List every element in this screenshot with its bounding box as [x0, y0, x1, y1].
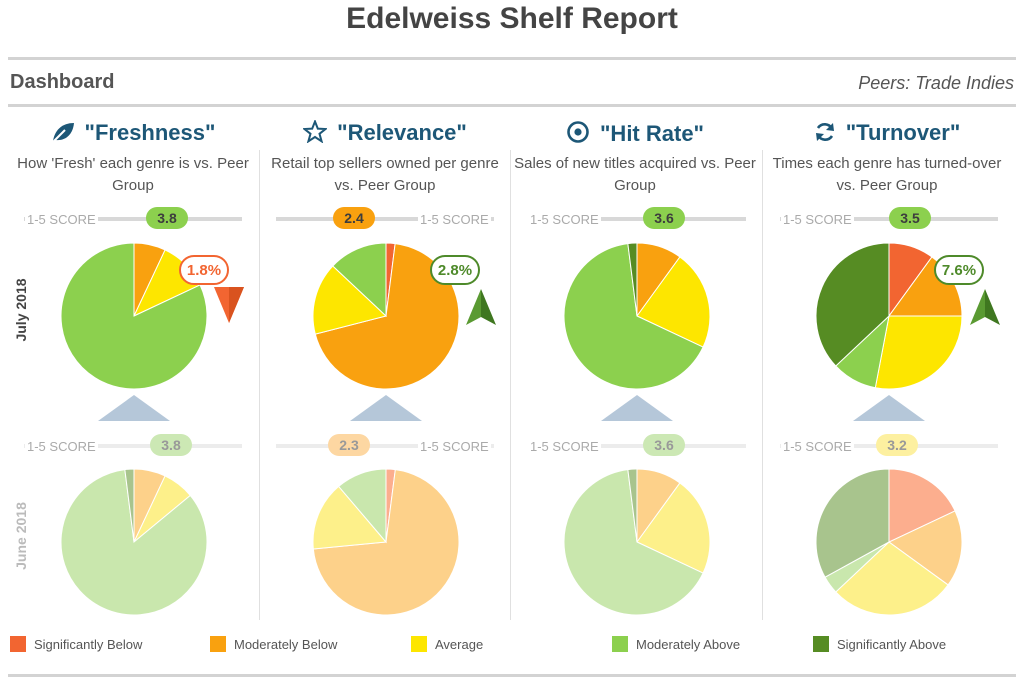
pie-slice-sig-above: [124, 468, 135, 543]
pie-slice-average: [835, 541, 949, 616]
score-label: 1-5 SCORE: [25, 439, 98, 454]
legend-label: Average: [435, 637, 484, 652]
score-bar: [528, 444, 746, 448]
pie-slice-average: [874, 315, 963, 390]
score-label: 1-5 SCORE: [528, 212, 601, 227]
pie-slice-mod-above: [60, 469, 208, 616]
score-pill: 3.8: [150, 434, 192, 456]
trend-down-arrow-icon: [214, 287, 244, 323]
legend-swatch: [813, 636, 829, 652]
score-label: 1-5 SCORE: [781, 439, 854, 454]
legend-label: Significantly Above: [837, 637, 947, 652]
legend-label: Moderately Below: [234, 637, 338, 652]
period-comparison-marker-icon: [601, 395, 673, 421]
peer-group-label: Peers: Trade Indies: [858, 73, 1014, 93]
legend-item-moderately-above: Moderately Above: [612, 636, 740, 652]
footer-divider: [8, 674, 1016, 677]
pie-chart-hit-rate-july: [563, 242, 711, 390]
metric-header-freshness: "Freshness": [8, 120, 258, 146]
target-icon: [567, 121, 589, 143]
column-divider: [259, 150, 260, 620]
star-icon: [301, 118, 329, 144]
pie-slice-sig-above: [815, 242, 890, 367]
score-label: 1-5 SCORE: [25, 212, 98, 227]
dashboard-heading: Dashboard: [10, 71, 115, 93]
metric-title: "Freshness": [84, 120, 216, 145]
pie-slice-mod-above: [563, 469, 704, 616]
period-label-current: July 2018: [13, 278, 29, 342]
metric-header-turnover: "Turnover": [762, 120, 1012, 146]
legend-label: Significantly Below: [34, 637, 143, 652]
legend-swatch: [612, 636, 628, 652]
period-comparison-marker-icon: [98, 395, 170, 421]
trend-up-arrow-icon: [970, 289, 1000, 325]
score-pill: 3.6: [643, 207, 685, 229]
score-pill: 2.4: [333, 207, 375, 229]
title-divider: [8, 57, 1016, 60]
metric-header-relevance: "Relevance": [260, 118, 510, 146]
score-label: 1-5 SCORE: [528, 439, 601, 454]
pie-slice-mod-above: [332, 242, 387, 318]
trend-up-arrow-icon: [466, 289, 496, 325]
pie-slice-sig-below: [888, 468, 956, 543]
score-pill: 3.8: [146, 207, 188, 229]
dashboard-divider: [8, 104, 1016, 107]
column-divider: [510, 150, 511, 620]
metric-header-hit-rate: "Hit Rate": [510, 120, 760, 147]
metric-title: "Relevance": [337, 120, 467, 145]
score-label: 1-5 SCORE: [418, 212, 491, 227]
period-comparison-marker-icon: [350, 395, 422, 421]
legend-item-significantly-below: Significantly Below: [10, 636, 142, 652]
legend-swatch: [411, 636, 427, 652]
metric-title: "Turnover": [845, 120, 961, 145]
period-label-prior: June 2018: [13, 502, 29, 570]
change-badge: 2.8%: [430, 255, 480, 285]
pie-slice-mod-below: [888, 510, 963, 586]
score-pill: 3.2: [876, 434, 918, 456]
pie-slice-sig-above: [627, 242, 638, 317]
score-label: 1-5 SCORE: [418, 439, 491, 454]
pie-slice-mod-above: [60, 242, 208, 390]
legend-label: Moderately Above: [636, 637, 741, 652]
metric-description: Sales of new titles acquired vs. Peer Gr…: [514, 155, 756, 194]
legend-swatch: [210, 636, 226, 652]
pie-slice-sig-above: [627, 468, 638, 543]
change-badge: 1.8%: [179, 255, 229, 285]
metric-description: Retail top sellers owned per genre vs. P…: [271, 155, 499, 194]
pie-slice-mod-above: [337, 468, 387, 544]
metric-description: How 'Fresh' each genre is vs. Peer Group: [17, 155, 249, 194]
metric-title: "Hit Rate": [600, 121, 704, 146]
score-pill: 2.3: [328, 434, 370, 456]
refresh-icon: [815, 123, 834, 141]
legend-swatch: [10, 636, 26, 652]
period-comparison-marker-icon: [853, 395, 925, 421]
pie-slice-average: [312, 485, 388, 550]
score-bar: [276, 444, 494, 448]
score-bar: [276, 217, 494, 221]
column-divider: [762, 150, 763, 620]
score-bar: [24, 444, 242, 448]
pie-chart-freshness-june: [60, 468, 208, 616]
score-bar: [528, 217, 746, 221]
pie-chart-turnover-june: [815, 468, 963, 616]
change-badge: 7.6%: [934, 255, 984, 285]
metric-description: Times each genre has turned-over vs. Pee…: [772, 155, 1002, 194]
score-pill: 3.6: [643, 434, 685, 456]
pie-chart-hit-rate-june: [563, 468, 711, 616]
legend-item-moderately-below: Moderately Below: [210, 636, 337, 652]
pie-slice-mod-above: [563, 243, 704, 390]
pie-chart-relevance-june: [312, 468, 460, 616]
legend-item-significantly-above: Significantly Above: [813, 636, 946, 652]
pie-slice-sig-above: [815, 468, 890, 578]
legend-item-average: Average: [411, 636, 483, 652]
report-title: Edelweiss Shelf Report: [346, 2, 678, 35]
score-label: 1-5 SCORE: [781, 212, 854, 227]
pie-chart-relevance-july: [312, 242, 460, 390]
pie-slice-average: [312, 265, 388, 335]
score-bar: [24, 217, 242, 221]
leaf-icon: [51, 123, 74, 143]
score-pill: 3.5: [889, 207, 931, 229]
